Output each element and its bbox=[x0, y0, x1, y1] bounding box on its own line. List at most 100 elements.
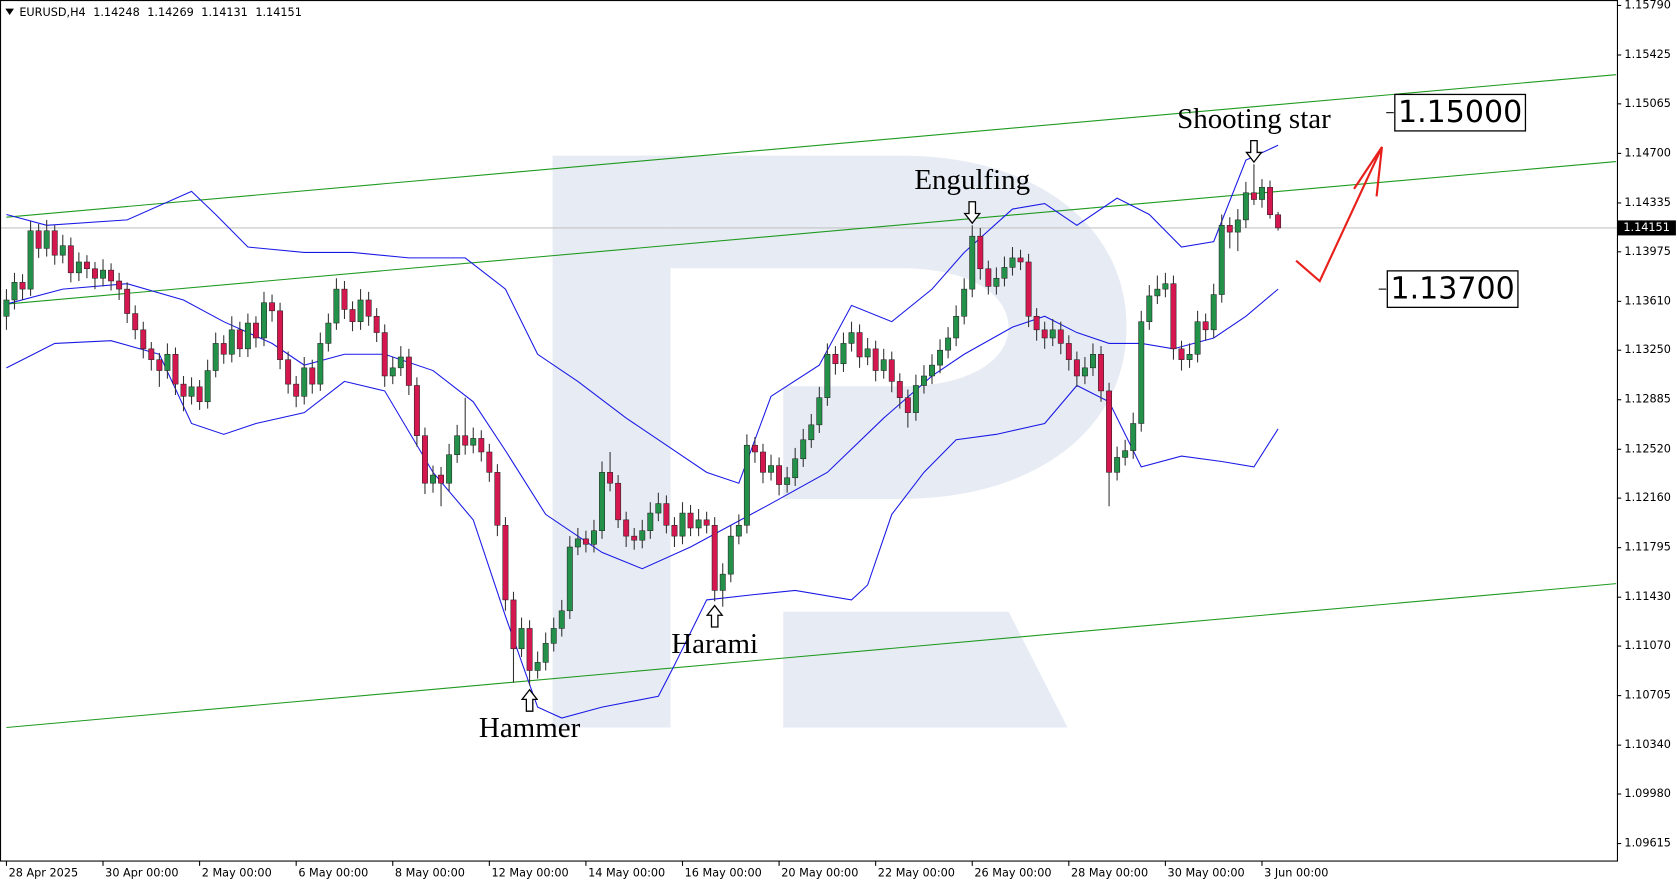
candle-body bbox=[172, 353, 179, 385]
trend-line bbox=[6, 74, 1617, 218]
band-line bbox=[6, 340, 1279, 719]
candle-body bbox=[430, 474, 436, 484]
candle-body bbox=[1057, 329, 1064, 344]
candle-body bbox=[413, 385, 420, 436]
candle-body bbox=[961, 288, 968, 317]
candle-body bbox=[454, 435, 461, 455]
candle-body bbox=[880, 359, 887, 371]
candle-body bbox=[397, 356, 404, 369]
candle-body bbox=[422, 435, 428, 484]
candle-body bbox=[711, 525, 718, 591]
x-tick-label: 22 May 00:00 bbox=[878, 866, 955, 879]
candle-body bbox=[1146, 295, 1153, 322]
y-tick-label: 1.15065 bbox=[1624, 97, 1671, 110]
candle-body bbox=[816, 397, 823, 426]
price-tag bbox=[1617, 220, 1676, 236]
candle-body bbox=[751, 444, 758, 453]
x-tick-label: 12 May 00:00 bbox=[491, 866, 568, 879]
candle-body bbox=[357, 299, 364, 322]
candle-body bbox=[896, 381, 903, 398]
candle-body bbox=[244, 322, 251, 350]
candle-body bbox=[381, 332, 388, 377]
candle-body bbox=[196, 386, 203, 403]
candle-body bbox=[993, 277, 1000, 287]
candle-body bbox=[1090, 353, 1096, 369]
y-tick-label: 1.13610 bbox=[1624, 294, 1671, 307]
x-tick-label: 16 May 00:00 bbox=[685, 866, 762, 879]
y-tick-label: 1.13975 bbox=[1624, 245, 1671, 258]
candle-body bbox=[639, 530, 646, 541]
symbol: EURUSD,H4 bbox=[19, 6, 85, 19]
candle-body bbox=[293, 383, 300, 397]
candle-body bbox=[695, 519, 702, 529]
candle-body bbox=[1041, 329, 1048, 339]
y-tick-label: 1.12520 bbox=[1624, 442, 1671, 455]
y-tick-label: 1.11795 bbox=[1624, 541, 1671, 554]
candle-body bbox=[937, 349, 943, 366]
candle-body bbox=[438, 474, 445, 484]
candle-body bbox=[27, 230, 34, 290]
candle-body bbox=[840, 343, 847, 365]
candle-body bbox=[35, 230, 42, 249]
candle-body bbox=[1017, 257, 1024, 263]
y-tick-label: 1.14700 bbox=[1624, 146, 1671, 159]
candle-body bbox=[792, 458, 799, 479]
y-tick-label: 1.11430 bbox=[1624, 590, 1671, 603]
candle-body bbox=[727, 535, 734, 575]
y-tick-label: 1.14335 bbox=[1624, 196, 1671, 209]
band-line bbox=[6, 283, 1279, 570]
candle-body bbox=[1154, 288, 1161, 297]
candle-body bbox=[985, 268, 992, 287]
candle-body bbox=[1001, 267, 1008, 279]
candle-body bbox=[582, 538, 589, 545]
header-marker bbox=[5, 8, 14, 16]
candle-body bbox=[180, 383, 187, 397]
candle-body bbox=[1202, 321, 1209, 331]
candle-body bbox=[542, 643, 549, 663]
y-tick-label: 1.15790 bbox=[1624, 0, 1671, 11]
candle-body bbox=[124, 288, 131, 314]
candle-body bbox=[1186, 353, 1193, 360]
candle-body bbox=[929, 364, 935, 377]
candle-body bbox=[1210, 294, 1217, 331]
candle-body bbox=[912, 385, 919, 413]
candle-body bbox=[945, 337, 952, 351]
y-tick-label: 1.12885 bbox=[1624, 393, 1671, 406]
level-box bbox=[1394, 93, 1527, 132]
x-tick-label: 3 Jun 00:00 bbox=[1264, 866, 1328, 879]
y-tick-label: 1.10340 bbox=[1624, 738, 1671, 751]
x-tick-label: 8 May 00:00 bbox=[395, 866, 465, 879]
candle-body bbox=[405, 356, 412, 386]
candle-body bbox=[349, 309, 356, 322]
candle-body bbox=[977, 235, 984, 270]
candle-body bbox=[11, 282, 18, 301]
candle-body bbox=[1234, 219, 1241, 233]
candle-body bbox=[1081, 367, 1088, 377]
ohlc-value: 1.14131 bbox=[201, 6, 248, 19]
candle-body bbox=[703, 519, 710, 526]
candle-body bbox=[735, 525, 742, 537]
candle-body bbox=[478, 438, 485, 453]
y-tick-label: 1.11070 bbox=[1624, 639, 1671, 652]
candle-body bbox=[1130, 423, 1137, 451]
candle-body bbox=[1138, 321, 1145, 424]
candle-body bbox=[574, 538, 581, 548]
candle-body bbox=[631, 535, 638, 541]
y-tick-label: 1.09980 bbox=[1624, 787, 1671, 800]
x-tick-label: 26 May 00:00 bbox=[974, 866, 1051, 879]
candle-body bbox=[494, 472, 501, 526]
candle-body bbox=[1250, 192, 1257, 200]
candle-body bbox=[285, 359, 292, 385]
candle-body bbox=[1009, 257, 1016, 268]
candle-body bbox=[921, 375, 927, 386]
candle-body bbox=[1065, 343, 1072, 360]
candle-body bbox=[679, 512, 686, 537]
candle-body bbox=[1122, 450, 1129, 458]
chart-header: EURUSD,H4 1.14248 1.14269 1.14131 1.14151 bbox=[19, 6, 302, 19]
candle-body bbox=[1098, 353, 1104, 392]
candle-body bbox=[832, 353, 839, 365]
candle-body bbox=[156, 359, 163, 371]
candle-body bbox=[301, 367, 308, 397]
candle-body bbox=[470, 438, 477, 446]
